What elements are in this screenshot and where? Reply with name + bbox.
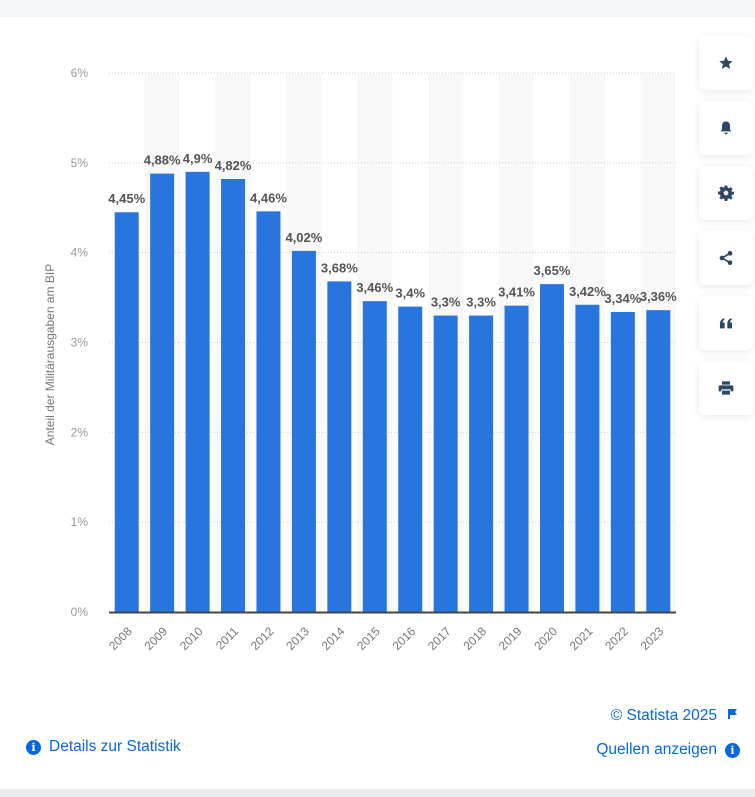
copyright-link[interactable]: © Statista 2025 — [611, 707, 738, 725]
x-tick-label: 2021 — [567, 624, 596, 653]
bar — [398, 306, 423, 612]
x-tick-label: 2011 — [213, 624, 241, 652]
x-tick-label: 2018 — [460, 624, 489, 653]
x-tick-label: 2012 — [248, 624, 277, 653]
bar — [504, 305, 529, 612]
info-icon: i — [725, 742, 740, 758]
favorite-button[interactable] — [699, 36, 753, 90]
x-tick-label: 2010 — [177, 624, 206, 653]
data-label: 3,3% — [466, 295, 496, 310]
copyright-text: © Statista 2025 — [610, 707, 717, 724]
share-icon — [719, 251, 733, 265]
x-tick-label: 2016 — [390, 624, 419, 653]
star-icon — [719, 56, 733, 69]
x-tick-label: 2014 — [319, 624, 348, 653]
flag-icon — [728, 707, 738, 725]
bar — [362, 301, 387, 612]
bar — [575, 304, 600, 612]
bar — [221, 179, 246, 612]
cite-button[interactable] — [699, 296, 753, 350]
y-tick-label: 4% — [71, 246, 89, 260]
bar — [256, 211, 281, 613]
data-label: 4,82% — [215, 158, 252, 173]
sources-label: Quellen anzeigen — [596, 741, 717, 758]
bottom-divider — [0, 789, 755, 797]
sources-link[interactable]: Quellen anzeigen i — [596, 741, 740, 759]
print-button[interactable] — [699, 361, 753, 415]
x-tick-label: 2023 — [638, 624, 667, 653]
data-label: 3,65% — [534, 263, 571, 278]
x-tick-label: 2017 — [425, 624, 454, 653]
data-label: 4,02% — [285, 230, 322, 245]
data-label: 3,41% — [498, 285, 535, 300]
info-icon: i — [26, 739, 41, 755]
data-label: 3,34% — [604, 291, 641, 306]
data-label: 4,9% — [183, 151, 213, 166]
x-tick-label: 2022 — [602, 624, 631, 653]
data-label: 3,68% — [321, 260, 358, 275]
bar — [610, 311, 635, 612]
bar — [646, 310, 671, 612]
x-tick-label: 2020 — [531, 624, 560, 653]
bar-chart: 0% 1% 2% 3% 4% 5% 6% Anteil der Militärausgaben… — [43, 66, 677, 653]
bar — [150, 173, 175, 612]
x-tick-label: 2008 — [106, 624, 135, 653]
bar — [433, 315, 458, 612]
data-label: 3,36% — [640, 289, 677, 304]
y-axis-label: Anteil der Militärausgaben am BIP — [43, 264, 57, 445]
y-tick-label: 1% — [71, 515, 89, 529]
x-tick-label: 2015 — [354, 624, 383, 653]
x-tick-label: 2009 — [141, 624, 170, 653]
y-tick-label: 5% — [71, 156, 89, 170]
printer-icon — [718, 381, 734, 395]
x-tick-label: 2019 — [496, 624, 525, 653]
data-label: 3,4% — [395, 286, 425, 301]
bell-icon — [720, 121, 732, 135]
notification-button[interactable] — [699, 101, 753, 155]
share-button[interactable] — [699, 231, 753, 285]
data-label: 4,46% — [250, 190, 287, 205]
data-label: 4,45% — [108, 191, 145, 206]
settings-button[interactable] — [699, 166, 753, 220]
quote-icon — [720, 318, 732, 329]
y-tick-label: 0% — [71, 605, 89, 619]
bar — [185, 171, 210, 613]
details-link[interactable]: i Details zur Statistik — [26, 738, 181, 756]
y-tick-label: 2% — [71, 425, 89, 439]
bar — [539, 284, 564, 612]
y-tick-label: 3% — [71, 336, 89, 350]
data-label: 3,42% — [569, 284, 606, 299]
data-label: 3,46% — [356, 280, 393, 295]
bar — [114, 212, 139, 612]
data-label: 3,3% — [431, 295, 461, 310]
bar — [291, 250, 316, 612]
x-tick-label: 2013 — [283, 624, 312, 653]
bar — [327, 281, 352, 612]
data-label: 4,88% — [144, 153, 181, 168]
details-label: Details zur Statistik — [49, 738, 181, 755]
chart-card: 0% 1% 2% 3% 4% 5% 6% Anteil der Militärausgaben… — [0, 17, 755, 789]
chart-toolbar — [699, 36, 755, 426]
gear-icon — [718, 185, 734, 201]
bar — [469, 315, 494, 612]
y-tick-label: 6% — [71, 66, 89, 80]
